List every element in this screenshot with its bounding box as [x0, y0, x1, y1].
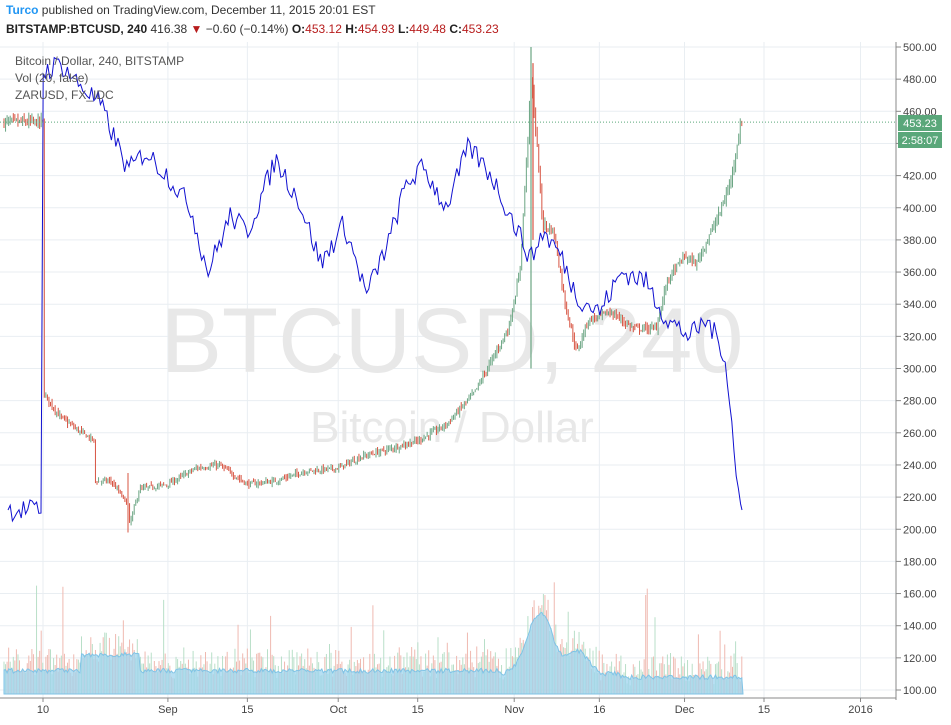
legend-zarusd[interactable]: ZARUSD, FX_IDC — [15, 88, 114, 102]
last-price: 416.38 — [150, 22, 188, 36]
y-tick-label: 340.00 — [903, 299, 937, 311]
x-tick-label: 2016 — [848, 704, 872, 716]
close-label: C: — [449, 22, 462, 36]
volume-area — [3, 611, 744, 695]
y-tick-label: 140.00 — [903, 621, 937, 633]
price-change: −0.60 (−0.14%) — [205, 22, 289, 36]
y-tick-label: 280.00 — [903, 396, 937, 408]
countdown-badge: 2:58:07 — [898, 132, 942, 148]
chart-header: Turco published on TradingView.com, Dece… — [0, 0, 951, 42]
y-tick-label: 260.00 — [903, 428, 937, 440]
y-tick-label: 480.00 — [903, 74, 937, 86]
y-tick-label: 320.00 — [903, 331, 937, 343]
low-label: L: — [397, 22, 410, 36]
low-value: 449.48 — [409, 22, 446, 36]
y-tick-label: 400.00 — [903, 203, 937, 215]
watermark: BTCUSD, 240 Bitcoin / Dollar — [161, 290, 744, 452]
ohlc-line: BITSTAMP:BTCUSD, 240 416.38 ▼ −0.60 (−0.… — [6, 22, 499, 36]
y-tick-label: 100.00 — [903, 685, 937, 697]
published-text: published on TradingView.com, December 1… — [41, 3, 376, 17]
high-label: H: — [345, 22, 358, 36]
zarusd-line — [7, 56, 743, 523]
y-tick-label: 160.00 — [903, 589, 937, 601]
legend-volume[interactable]: Vol (20, false) — [15, 71, 88, 85]
y-tick-label: 200.00 — [903, 524, 937, 536]
y-tick-label: 120.00 — [903, 653, 937, 665]
last-price-badge-text: 453.23 — [903, 118, 937, 130]
legend-btcusd[interactable]: Bitcoin / Dollar, 240, BITSTAMP — [15, 54, 184, 68]
y-tick-label: 360.00 — [903, 267, 937, 279]
watermark-symbol: BTCUSD, 240 — [161, 290, 744, 392]
countdown-badge-text: 2:58:07 — [902, 135, 939, 147]
x-tick-label: 15 — [758, 704, 770, 716]
publisher-name[interactable]: Turco — [6, 3, 39, 17]
x-tick-label: 10 — [37, 704, 49, 716]
down-arrow-icon: ▼ — [190, 22, 203, 36]
time-axis[interactable]: 10 Sep 15 Oct 15 Nov 16 Dec 15 2016 — [0, 697, 896, 716]
y-tick-label: 420.00 — [903, 171, 937, 183]
y-tick-label: 220.00 — [903, 492, 937, 504]
publisher-line: Turco published on TradingView.com, Dece… — [6, 3, 376, 17]
high-value: 454.93 — [357, 22, 395, 36]
open-label: O: — [291, 22, 306, 36]
x-tick-label: Oct — [330, 704, 347, 716]
close-value: 453.23 — [461, 22, 499, 36]
y-tick-label: 300.00 — [903, 364, 937, 376]
y-tick-label: 240.00 — [903, 460, 937, 472]
watermark-description: Bitcoin / Dollar — [310, 403, 594, 452]
btcusd-candles — [3, 47, 743, 533]
y-tick-label: 380.00 — [903, 235, 937, 247]
x-tick-label: 15 — [412, 704, 424, 716]
last-price-badge: 453.23 — [898, 115, 942, 131]
x-tick-label: Nov — [504, 704, 524, 716]
open-value: 453.12 — [305, 22, 342, 36]
symbol-label: BITSTAMP:BTCUSD, 240 — [6, 22, 148, 36]
x-tick-label: Sep — [158, 704, 178, 716]
x-tick-label: Dec — [675, 704, 695, 716]
x-tick-label: 16 — [593, 704, 605, 716]
legend: Bitcoin / Dollar, 240, BITSTAMP Vol (20,… — [15, 54, 184, 102]
y-tick-label: 180.00 — [903, 556, 937, 568]
x-tick-label: 15 — [241, 704, 253, 716]
y-tick-label: 500.00 — [903, 42, 937, 54]
